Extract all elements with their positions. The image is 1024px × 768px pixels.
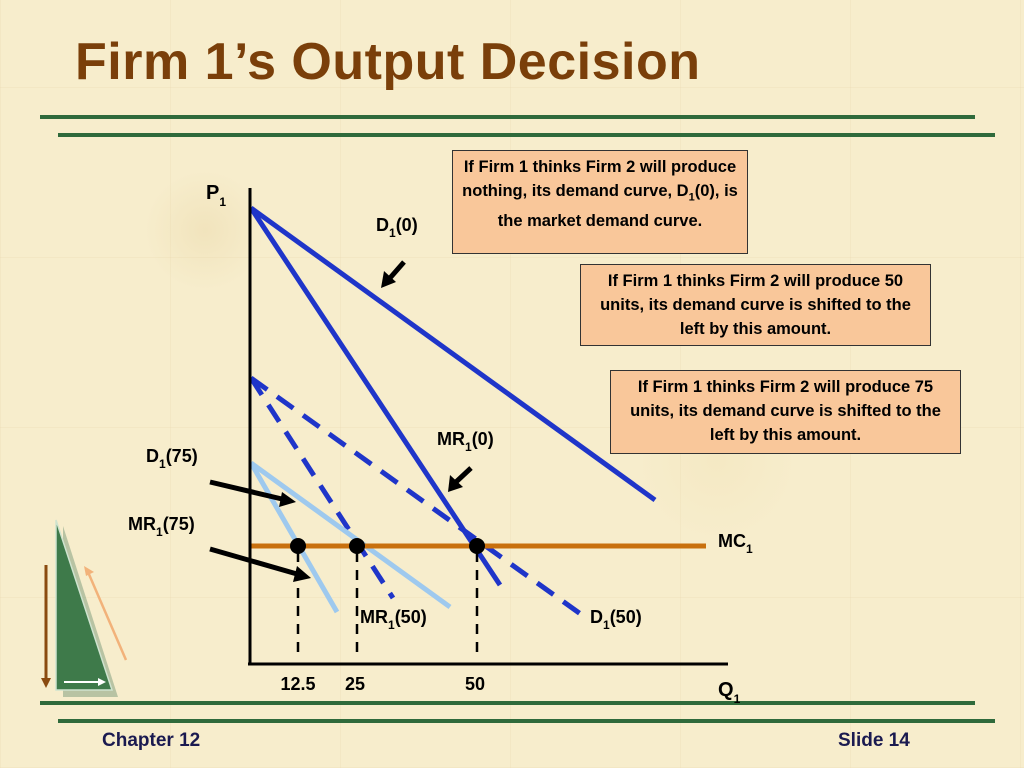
demand-curve-d1-0 xyxy=(249,205,657,503)
label-mc1: MC1 xyxy=(718,531,753,556)
x-axis-label: Q1 xyxy=(718,679,741,706)
optimum-point-25 xyxy=(349,538,365,554)
y-axis-label: P1 xyxy=(206,182,226,209)
mr-curve-mr1-0 xyxy=(248,206,503,587)
label-mr1-75: MR1(75) xyxy=(128,514,195,539)
label-mr1-0: MR1(0) xyxy=(437,429,494,454)
demand-curve-d1-75 xyxy=(249,460,452,610)
x-tick-25: 25 xyxy=(345,674,365,694)
callout-firm2-produces-75: If Firm 1 thinks Firm 2 will produce 75 … xyxy=(610,370,961,454)
label-d1-0: D1(0) xyxy=(376,215,418,240)
optimum-point-50 xyxy=(469,538,485,554)
label-mr1-50: MR1(50) xyxy=(360,607,427,632)
demand-curve-d1-50 xyxy=(249,375,584,618)
arrow-to-mr1-75 xyxy=(209,546,311,582)
footer-chapter: Chapter 12 xyxy=(102,730,201,751)
footer-slide-number: Slide 14 xyxy=(838,730,910,751)
optimum-point-12-5 xyxy=(290,538,306,554)
label-d1-50: D1(50) xyxy=(590,607,642,632)
arrow-to-d1-75 xyxy=(209,479,296,507)
mr-curve-mr1-50 xyxy=(248,376,396,600)
callout-firm2-produces-50: If Firm 1 thinks Firm 2 will produce 50 … xyxy=(580,264,931,346)
top-rule-upper xyxy=(40,115,975,119)
slide-title: Firm 1’s Output Decision xyxy=(75,33,701,91)
label-d1-75: D1(75) xyxy=(146,446,198,471)
mr-curve-mr1-75 xyxy=(248,461,340,614)
x-tick-12-5: 12.5 xyxy=(280,674,315,694)
arrow-to-mr1-0 xyxy=(448,466,473,492)
bottom-rule-upper xyxy=(40,701,975,705)
x-tick-50: 50 xyxy=(465,674,485,694)
navigation-triangle-icon[interactable] xyxy=(41,519,128,697)
bottom-rule-lower xyxy=(58,719,995,723)
arrow-to-d1-0 xyxy=(381,260,406,288)
callout-firm2-produces-nothing: If Firm 1 thinks Firm 2 will produce not… xyxy=(452,150,748,254)
top-rule-lower xyxy=(58,133,995,137)
